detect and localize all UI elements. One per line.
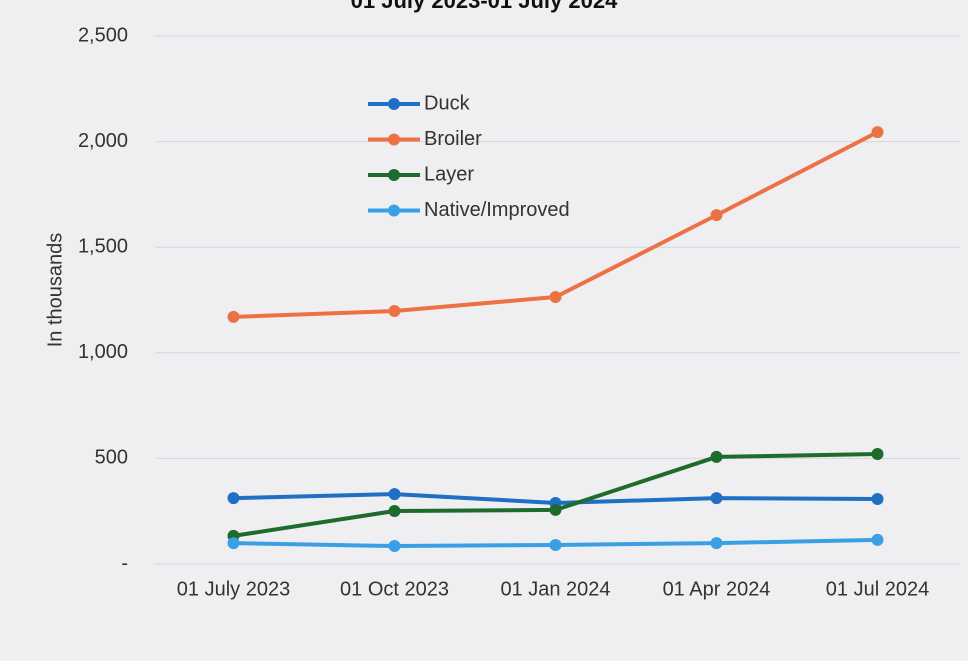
point	[227, 537, 240, 550]
point	[227, 492, 240, 505]
point	[871, 533, 884, 546]
x-tick-label: 01 Apr 2024	[663, 578, 771, 600]
legend-marker	[388, 98, 400, 110]
y-tick-label: -	[121, 552, 128, 574]
x-tick-label: 01 July 2023	[177, 578, 290, 600]
point	[710, 450, 723, 463]
y-tick-label: 1,000	[78, 341, 128, 363]
legend-label: Native/Improved	[424, 199, 570, 221]
legend-label: Duck	[424, 92, 471, 114]
legend-label: Broiler	[424, 128, 482, 150]
legend-marker	[388, 169, 400, 181]
point	[388, 504, 401, 517]
point	[227, 310, 240, 323]
chart-title: 01 July 2023-01 July 2024	[351, 0, 618, 13]
y-tick-label: 500	[95, 447, 128, 469]
y-tick-label: 1,500	[78, 235, 128, 257]
point	[710, 537, 723, 550]
point	[549, 291, 562, 304]
legend-label: Layer	[424, 163, 474, 185]
y-tick-label: 2,000	[78, 130, 128, 152]
point	[388, 304, 401, 317]
point	[710, 209, 723, 222]
point	[710, 492, 723, 505]
point	[871, 447, 884, 460]
legend-marker	[388, 133, 400, 146]
point	[388, 488, 401, 501]
point	[871, 126, 884, 139]
point	[549, 538, 562, 551]
point	[871, 492, 884, 505]
x-tick-label: 01 Oct 2023	[340, 578, 449, 600]
point	[549, 503, 562, 516]
y-tick-label: 2,500	[78, 24, 128, 46]
x-tick-label: 01 Jan 2024	[500, 578, 610, 600]
legend-marker	[388, 204, 400, 217]
point	[388, 540, 401, 553]
y-axis-label: In thousands	[44, 233, 66, 348]
x-tick-label: 01 Jul 2024	[826, 578, 929, 600]
